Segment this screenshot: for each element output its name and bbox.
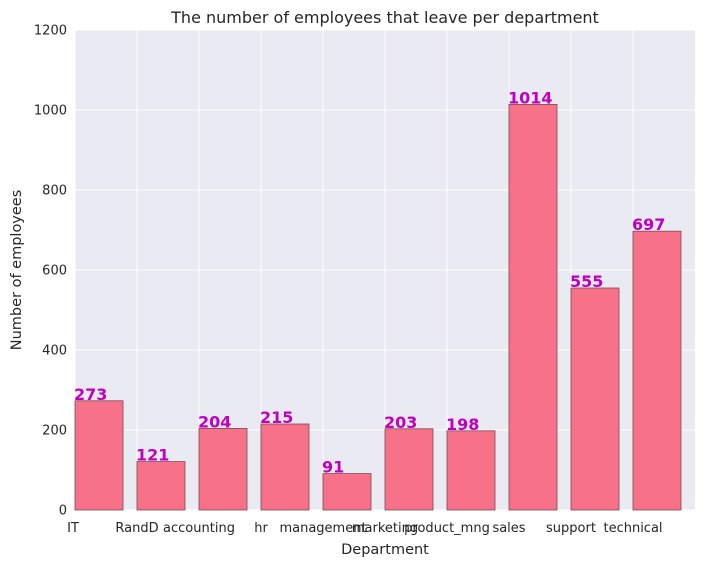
y-tick-label: 800 <box>42 184 67 199</box>
data-label-support: 555 <box>570 272 603 291</box>
bar-marketing <box>384 428 434 511</box>
bar-sales <box>508 104 558 511</box>
x-tick-label-hr: hr <box>254 521 268 536</box>
x-tick-label-technical: technical <box>603 521 662 536</box>
data-label-management: 91 <box>322 458 344 477</box>
y-tick-label: 0 <box>59 504 67 519</box>
data-label-IT: 273 <box>74 385 107 404</box>
bar-hr <box>260 423 310 511</box>
x-tick-label-RandD: RandD <box>115 521 158 536</box>
y-axis-label: Number of employees <box>9 190 25 351</box>
x-tick-label-accounting: accounting <box>163 521 235 536</box>
x-tick-label-sales: sales <box>492 521 525 536</box>
x-tick-label-support: support <box>546 521 596 536</box>
data-label-technical: 697 <box>632 215 665 234</box>
data-label-accounting: 204 <box>198 412 231 431</box>
data-label-RandD: 121 <box>136 446 169 465</box>
y-tick-label: 200 <box>42 424 67 439</box>
x-axis-label: Department <box>341 542 429 558</box>
y-tick-label: 1000 <box>34 104 67 119</box>
data-label-product_mng: 198 <box>446 415 479 434</box>
data-labels: 273 121 204 215 91 203 198 1014 555 697 <box>74 88 665 476</box>
bar-technical <box>632 230 682 511</box>
bar-accounting <box>198 427 248 511</box>
bar-IT <box>74 400 124 511</box>
bars <box>74 104 682 511</box>
y-tick-label: 1200 <box>34 24 67 39</box>
bar-product_mng <box>446 430 496 511</box>
x-tick-label-management: management <box>279 521 366 536</box>
x-axis-ticks: IT RandD accounting hr managementmarketingpr… <box>67 521 662 536</box>
bar-support <box>570 287 620 511</box>
data-label-hr: 215 <box>260 408 293 427</box>
data-label-sales: 1014 <box>508 88 553 107</box>
x-tick-label-IT: IT <box>67 521 79 536</box>
chart-title: The number of employees that leave per d… <box>170 8 599 27</box>
x-tick-label-marketing: marketing <box>352 521 418 536</box>
y-tick-label: 400 <box>42 344 67 359</box>
x-tick-label-product_mng: product_mng <box>404 521 490 536</box>
y-axis-ticks: 0 200 400 600 800 1000 1200 <box>34 24 67 519</box>
data-label-marketing: 203 <box>384 413 417 432</box>
y-tick-label: 600 <box>42 264 67 279</box>
bar-RandD <box>136 461 186 511</box>
bar-management <box>322 473 372 511</box>
